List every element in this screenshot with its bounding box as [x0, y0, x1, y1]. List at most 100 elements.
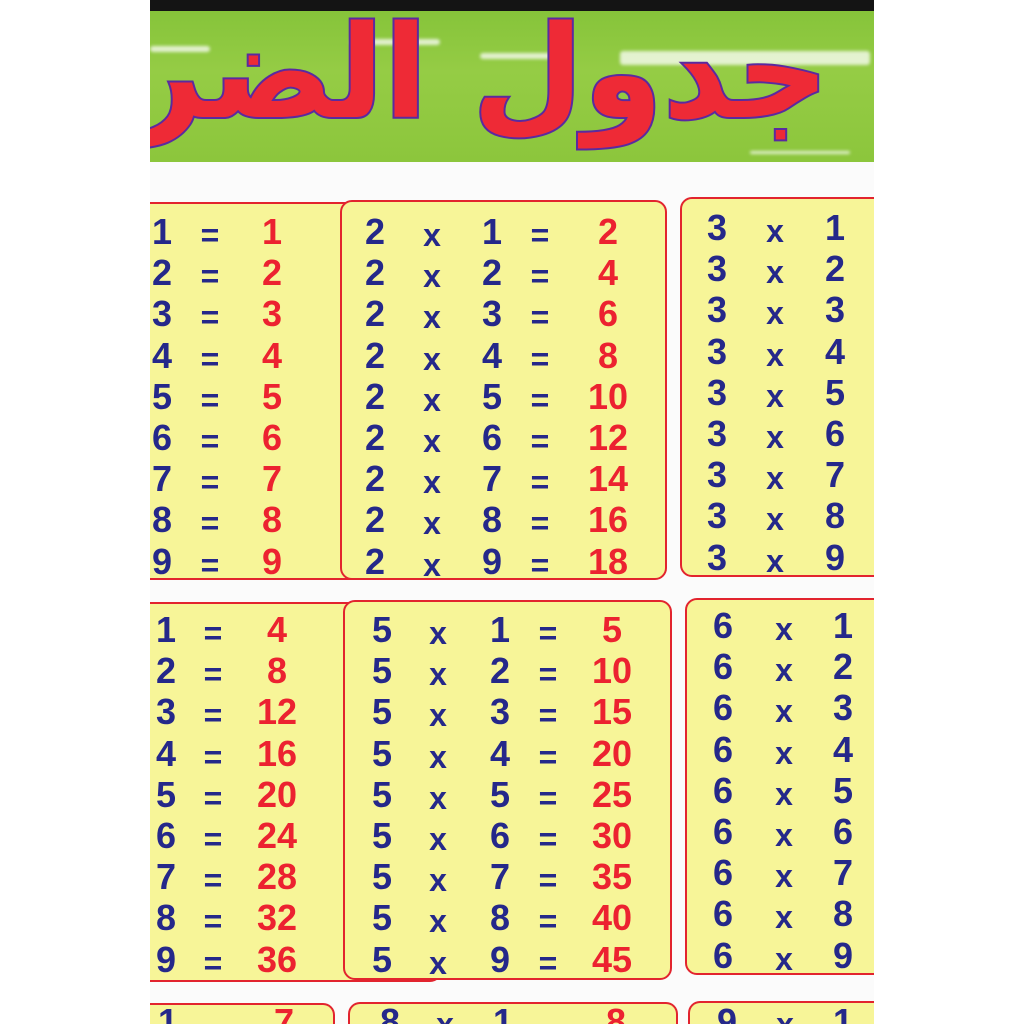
multiplier: 1	[158, 1004, 178, 1024]
multiplier: 8	[832, 893, 854, 935]
multiplier: 1	[824, 207, 846, 248]
times-sign: x	[766, 542, 784, 579]
times-table-5	[685, 598, 874, 975]
multiplier: 1	[481, 211, 503, 252]
times-sign: x	[766, 501, 784, 538]
product: 8	[606, 1004, 626, 1024]
multiplier: 4	[151, 334, 173, 376]
top-edge	[150, 0, 874, 11]
multiplier: 3	[489, 691, 511, 733]
multiplier: 9	[481, 540, 503, 582]
times-sign: x	[423, 505, 441, 542]
product: 10	[587, 375, 629, 417]
multiplicand: 3	[706, 207, 728, 248]
multiplier: 9	[824, 536, 846, 578]
multiplicand: 3	[706, 330, 728, 372]
multiplier: 1	[493, 1004, 513, 1024]
multiplier: 3	[481, 293, 503, 335]
equals-sign: =	[538, 821, 558, 857]
multiplicand: 6	[712, 934, 734, 976]
equals-sign: =	[203, 738, 223, 775]
multiplicand: 5	[371, 773, 393, 815]
product: 5	[601, 609, 623, 650]
equals-sign: =	[530, 505, 550, 542]
multiplicand: 6	[712, 852, 734, 894]
times-table-7	[348, 1002, 678, 1024]
multiplier: 5	[489, 773, 511, 815]
multiplicand: 5	[371, 938, 393, 980]
multiplicand: 6	[712, 728, 734, 770]
multiplier: 6	[481, 417, 503, 458]
equals-sign: =	[200, 546, 220, 583]
multiplicand: 2	[364, 499, 386, 541]
equals-sign: =	[530, 381, 550, 418]
multiplier: 3	[151, 293, 173, 335]
times-sign: x	[775, 775, 793, 812]
multiplier: 3	[832, 687, 854, 729]
product: 5	[261, 375, 283, 417]
product: 6	[261, 417, 283, 458]
times-sign: x	[436, 1008, 454, 1024]
times-sign: x	[766, 419, 784, 455]
multiplicand: 5	[371, 815, 393, 856]
multiplicand: 5	[371, 691, 393, 733]
times-sign: x	[423, 217, 441, 253]
product: 30	[591, 815, 633, 856]
equals-sign: =	[530, 299, 550, 336]
multiplier: 1	[151, 211, 173, 252]
times-sign: x	[775, 734, 793, 771]
product: 35	[591, 856, 633, 898]
title-banner: جدول الضرب	[150, 11, 874, 162]
multiplier: 6	[824, 413, 846, 454]
multiplicand: 3	[706, 536, 728, 578]
times-sign: x	[423, 546, 441, 583]
multiplier: 7	[155, 856, 177, 898]
times-sign: x	[429, 779, 447, 816]
equals-sign: =	[200, 299, 220, 336]
equals-sign: =	[203, 821, 223, 857]
equals-sign: =	[538, 903, 558, 940]
multiplicand: 6	[712, 893, 734, 935]
times-sign: x	[423, 423, 441, 459]
multiplier: 4	[489, 732, 511, 774]
equals-sign: =	[200, 258, 220, 295]
multiplier: 8	[481, 499, 503, 541]
multiplier: 6	[151, 417, 173, 458]
multiplier: 2	[155, 650, 177, 692]
multiplier: 7	[481, 458, 503, 500]
multiplicand: 2	[364, 211, 386, 252]
multiplier: 8	[155, 897, 177, 939]
multiplicand: 3	[706, 495, 728, 537]
product: 12	[256, 691, 298, 733]
product: 2	[597, 211, 619, 252]
equals-sign: =	[530, 423, 550, 459]
equals-sign: =	[530, 217, 550, 253]
product: 25	[591, 773, 633, 815]
equals-sign: =	[538, 944, 558, 981]
multiplier: 2	[489, 650, 511, 692]
product: 4	[266, 609, 288, 650]
multiplier: 8	[489, 897, 511, 939]
equals-sign: =	[538, 862, 558, 899]
multiplier: 9	[489, 938, 511, 980]
multiplicand: 2	[364, 417, 386, 458]
equals-sign: =	[200, 505, 220, 542]
times-sign: x	[766, 377, 784, 414]
equals-sign: =	[200, 340, 220, 377]
product: 36	[256, 938, 298, 980]
equals-sign: =	[530, 340, 550, 377]
times-sign: x	[775, 693, 793, 730]
equals-sign: =	[203, 779, 223, 816]
multiplicand: 5	[371, 856, 393, 898]
multiplicand: 6	[712, 769, 734, 811]
times-sign: x	[429, 903, 447, 940]
times-sign: x	[429, 615, 447, 651]
times-table-2	[680, 197, 874, 577]
multiplicand: 2	[364, 252, 386, 294]
times-sign: x	[429, 821, 447, 857]
times-table-1	[340, 200, 667, 580]
times-sign: x	[766, 295, 784, 332]
multiplicand: 6	[712, 811, 734, 852]
product: 8	[597, 334, 619, 376]
product: 7	[261, 458, 283, 500]
